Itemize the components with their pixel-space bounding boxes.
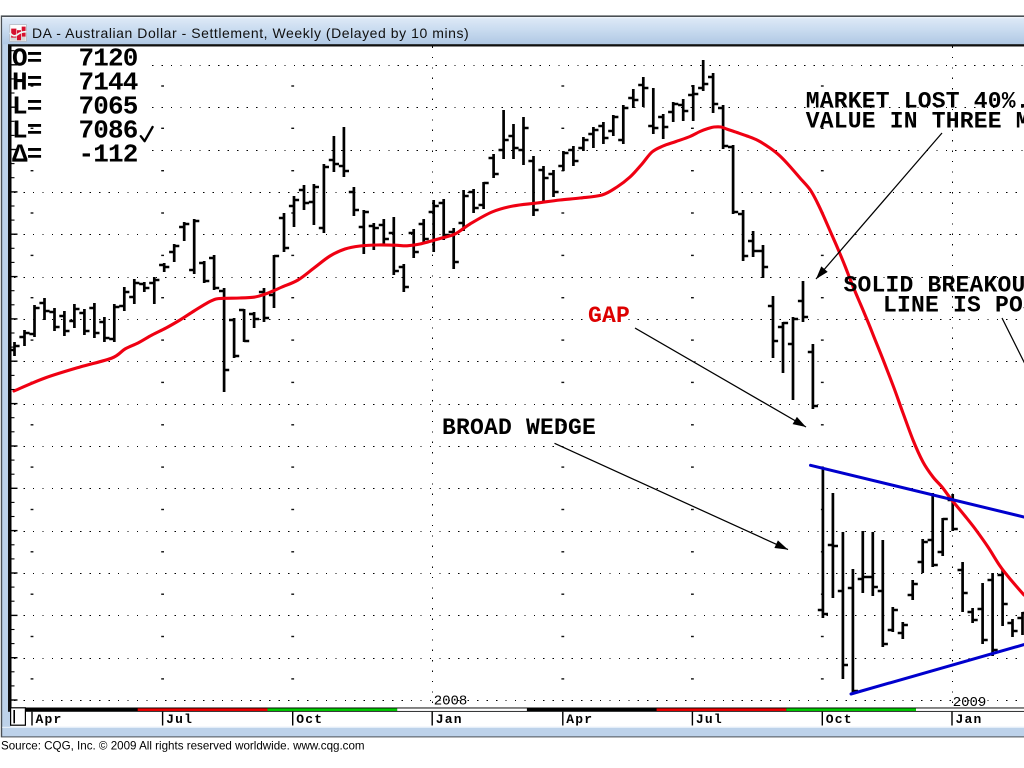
svg-text:L=: L=: [12, 92, 42, 122]
svg-text:2008: 2008: [434, 694, 468, 710]
svg-text:Oct: Oct: [296, 712, 323, 727]
svg-text:SOLID BREAKOUT AB: SOLID BREAKOUT AB: [844, 273, 1024, 299]
svg-text:2009: 2009: [953, 695, 987, 711]
svg-text:Apr: Apr: [36, 712, 63, 727]
svg-text:VALUE IN THREE MONTHS: VALUE IN THREE MONTHS: [806, 109, 1024, 135]
svg-text:GAP: GAP: [588, 303, 630, 329]
svg-text:O=: O=: [12, 44, 42, 74]
svg-text:DA - Australian Dollar - Settl: DA - Australian Dollar - Settlement, Wee…: [32, 25, 469, 41]
svg-text:Jan: Jan: [956, 712, 983, 727]
svg-text:-112: -112: [78, 140, 137, 170]
svg-text:L=: L=: [12, 116, 42, 146]
svg-text:Source: CQG, Inc. © 2009 All r: Source: CQG, Inc. © 2009 All rights rese…: [1, 740, 365, 753]
svg-text:7120: 7120: [78, 44, 137, 74]
svg-text:Oct: Oct: [826, 712, 853, 727]
svg-text:Jul: Jul: [696, 712, 723, 727]
svg-text:7144: 7144: [78, 68, 137, 98]
svg-text:7086: 7086: [78, 116, 137, 146]
svg-text:BROAD WEDGE: BROAD WEDGE: [442, 415, 596, 441]
svg-text:H=: H=: [12, 68, 42, 98]
svg-text:Apr: Apr: [566, 712, 593, 727]
svg-text:Jul: Jul: [166, 712, 193, 727]
svg-text:Jan: Jan: [436, 712, 463, 727]
svg-text:7065: 7065: [78, 92, 137, 122]
svg-text:Δ=: Δ=: [12, 140, 42, 170]
svg-text:MARKET LOST 40%.: MARKET LOST 40%.: [806, 88, 1024, 114]
svg-text:LINE IS POSITIONED: LINE IS POSITIONED: [883, 293, 1024, 319]
